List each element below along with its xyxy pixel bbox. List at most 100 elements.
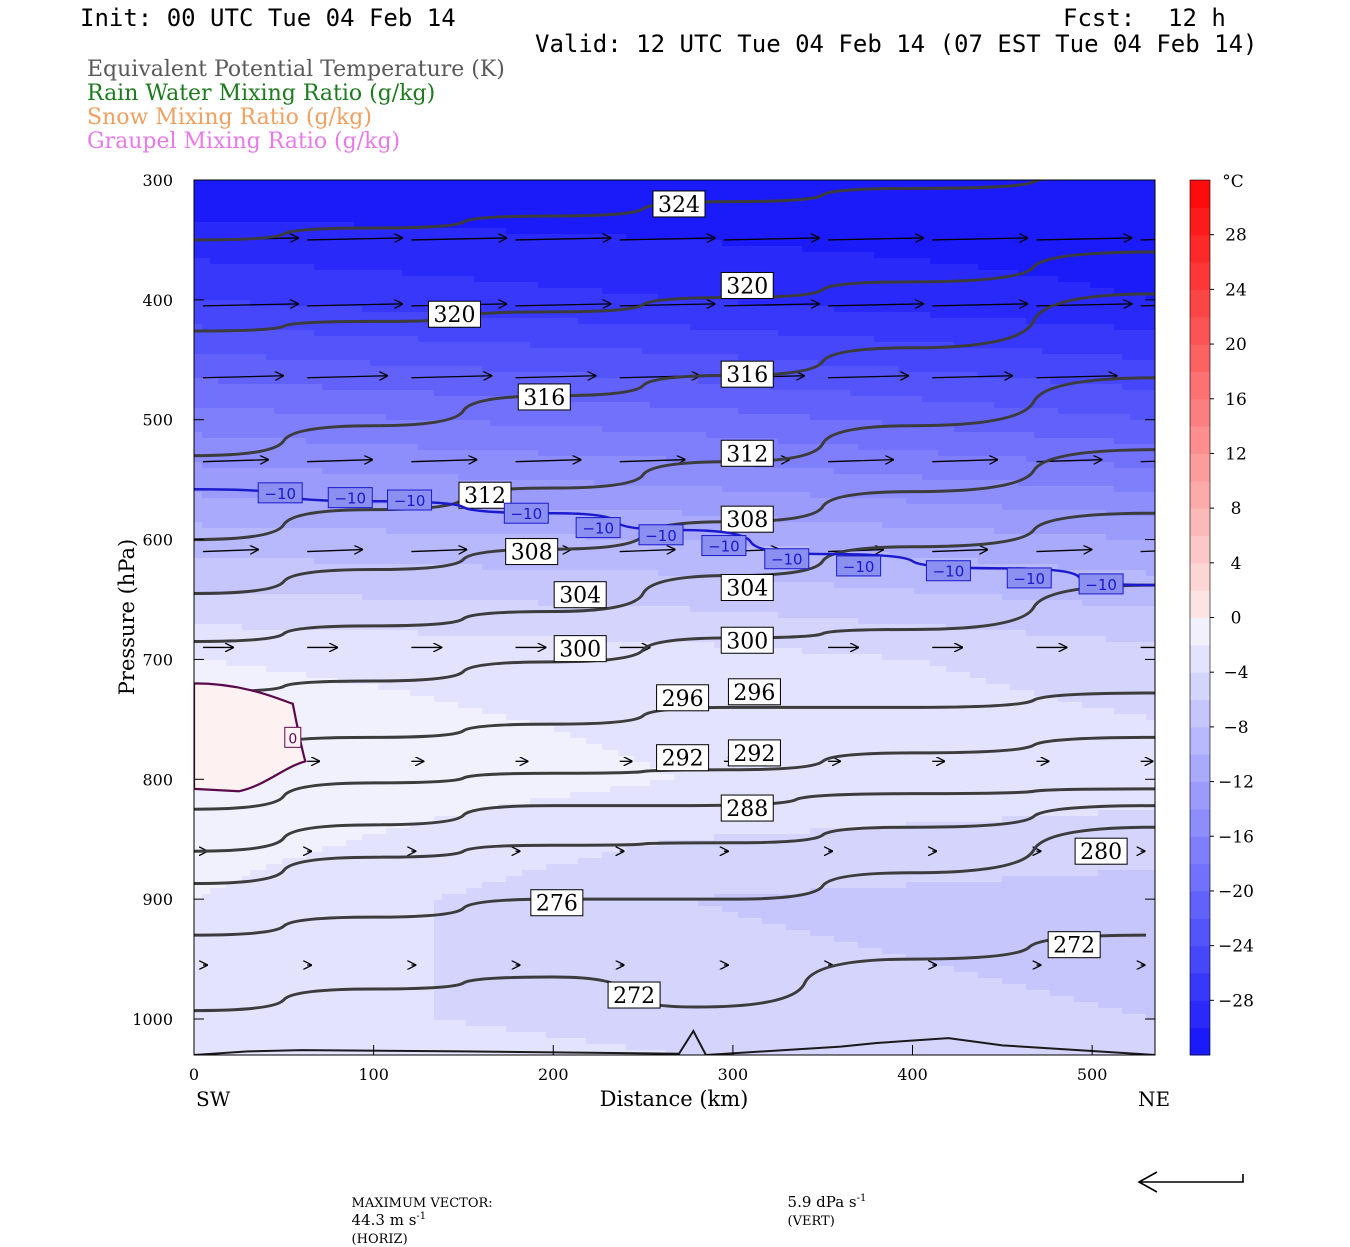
shade-cell xyxy=(394,264,403,271)
shade-cell xyxy=(234,888,243,895)
shade-cell xyxy=(338,264,347,271)
shade-cell xyxy=(202,1038,211,1045)
shade-cell xyxy=(386,438,395,445)
shade-cell xyxy=(370,1002,379,1009)
shade-cell xyxy=(226,336,235,343)
shade-cell xyxy=(234,828,243,835)
shade-cell xyxy=(338,288,347,295)
shade-cell xyxy=(410,294,419,301)
shade-cell xyxy=(210,534,219,541)
shade-cell xyxy=(450,1050,459,1055)
shade-cell xyxy=(322,366,331,373)
shade-cell xyxy=(226,300,235,307)
shade-cell xyxy=(410,192,419,199)
shade-cell xyxy=(394,864,403,871)
shade-cell xyxy=(250,786,259,793)
shade-cell xyxy=(338,828,347,835)
shade-cell xyxy=(218,882,227,889)
shade-cell xyxy=(410,534,419,541)
shade-cell xyxy=(442,864,451,871)
shade-cell xyxy=(202,378,211,385)
shade-cell xyxy=(442,912,451,919)
shade-cell xyxy=(250,384,259,391)
shade-cell xyxy=(434,1050,443,1055)
shade-cell xyxy=(354,1032,363,1039)
shade-cell xyxy=(218,906,227,913)
shade-cell xyxy=(322,696,331,703)
shade-cell xyxy=(346,882,355,889)
shade-cell xyxy=(394,222,403,229)
shade-cell xyxy=(434,1008,443,1015)
shade-cell xyxy=(450,444,459,451)
shade-cell xyxy=(338,714,347,721)
shade-cell xyxy=(362,894,371,901)
shade-cell xyxy=(418,690,427,697)
shade-cell xyxy=(306,354,315,361)
shade-cell xyxy=(362,1002,371,1009)
shade-cell xyxy=(266,870,275,877)
shade-cell xyxy=(458,1044,467,1051)
shade-cell xyxy=(298,234,307,241)
shade-cell xyxy=(450,1002,459,1009)
shade-cell xyxy=(426,624,435,631)
shade-cell xyxy=(290,588,299,595)
shade-cell xyxy=(290,636,299,643)
shade-cell xyxy=(250,894,259,901)
shade-cell xyxy=(218,270,227,277)
shade-cell xyxy=(346,972,355,979)
shade-cell xyxy=(402,534,411,541)
shade-cell xyxy=(298,876,307,883)
shade-cell xyxy=(410,636,419,643)
shade-cell xyxy=(266,552,275,559)
shade-cell xyxy=(354,186,363,193)
shade-cell xyxy=(450,420,459,427)
shade-cell xyxy=(266,810,275,817)
shade-cell xyxy=(354,408,363,415)
shade-cell xyxy=(210,282,219,289)
shade-cell xyxy=(458,264,467,271)
shade-cell xyxy=(258,828,267,835)
shade-cell xyxy=(242,516,251,523)
shade-cell xyxy=(202,1044,211,1051)
shade-cell xyxy=(282,474,291,481)
shade-cell xyxy=(242,564,251,571)
shade-cell xyxy=(282,306,291,313)
shade-cell xyxy=(418,192,427,199)
shade-cell xyxy=(378,276,387,283)
shade-cell xyxy=(226,852,235,859)
shade-cell xyxy=(370,546,379,553)
shade-cell xyxy=(410,606,419,613)
shade-cell xyxy=(378,732,387,739)
shade-cell xyxy=(442,348,451,355)
shade-cell xyxy=(314,726,323,733)
shade-cell xyxy=(338,510,347,517)
shade-cell xyxy=(298,300,307,307)
shade-cell xyxy=(418,648,427,655)
shade-cell xyxy=(306,366,315,373)
shade-cell xyxy=(194,240,203,247)
shade-cell xyxy=(458,1008,467,1015)
shade-cell xyxy=(306,756,315,763)
shade-cell xyxy=(298,594,307,601)
shade-cell xyxy=(378,726,387,733)
shade-cell xyxy=(258,660,267,667)
shade-cell xyxy=(202,432,211,439)
shade-cell xyxy=(434,186,443,193)
shade-cell xyxy=(466,246,475,253)
shade-cell xyxy=(378,600,387,607)
shade-cell xyxy=(234,384,243,391)
shade-cell xyxy=(346,258,355,265)
shade-cell xyxy=(274,936,283,943)
shade-cell xyxy=(370,384,379,391)
shade-cell xyxy=(386,336,395,343)
shade-cell xyxy=(370,1020,379,1027)
shade-cell xyxy=(402,1002,411,1009)
shade-cell xyxy=(346,396,355,403)
shade-cell xyxy=(338,456,347,463)
shade-cell xyxy=(330,738,339,745)
shade-cell xyxy=(330,828,339,835)
shade-cell xyxy=(362,444,371,451)
shade-cell xyxy=(394,750,403,757)
shade-cell xyxy=(434,630,443,637)
shade-cell xyxy=(274,426,283,433)
